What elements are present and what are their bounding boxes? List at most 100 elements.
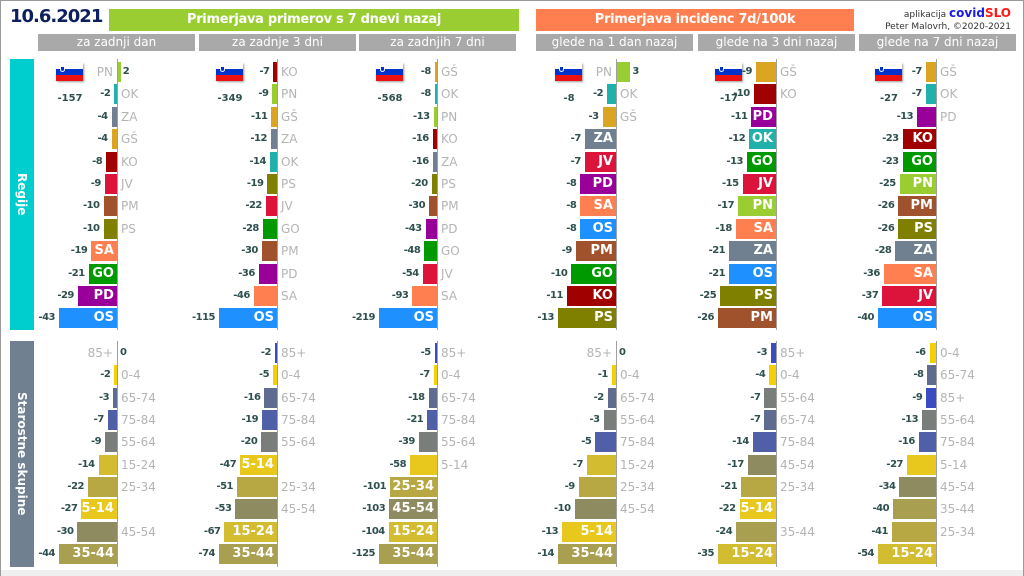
total-change-value: -27 — [879, 93, 899, 104]
bar-value: -20 — [411, 178, 428, 189]
bar-value: -15 — [721, 178, 739, 189]
bar-value: -93 — [391, 290, 409, 301]
region-bar: JV — [584, 151, 616, 172]
zero-axis — [277, 341, 278, 567]
bar-category-label: 35-44 — [940, 502, 975, 517]
bar-category-label: 35-44 — [780, 524, 815, 539]
region-bar — [424, 241, 437, 262]
region-bar: PN — [899, 174, 936, 194]
zero-axis — [936, 59, 937, 330]
bar-value: -12 — [728, 133, 746, 145]
region-bar: PM — [898, 196, 936, 217]
bar-value: -46 — [233, 290, 250, 301]
bar-category-label: PN — [96, 65, 113, 79]
bar-value: -22 — [245, 200, 262, 212]
bar-value: -1 — [597, 369, 609, 381]
age-bar: 35-44 — [558, 544, 616, 565]
bar-value: -10 — [550, 267, 568, 279]
bar-value: -3 — [98, 391, 110, 403]
bar-value: -7 — [750, 391, 761, 403]
age-bar — [113, 387, 117, 408]
age-bar — [427, 410, 437, 431]
bar-category-label: 0-4 — [441, 368, 461, 383]
bar-value: -53 — [214, 503, 232, 515]
bar-value: -8 — [566, 222, 577, 234]
bar-category-label: 25-34 — [121, 480, 156, 495]
bar-value: -26 — [877, 200, 895, 212]
bar-value: -13 — [412, 110, 430, 122]
cases-comparison-title: Primerjava primerov s 7 dnevi nazaj — [109, 9, 519, 31]
bar-category-label: 5-14 — [441, 457, 469, 472]
bar-value: -20 — [240, 436, 258, 448]
region-bar: PD — [77, 286, 117, 306]
age-bar: 25-34 — [390, 477, 437, 498]
bar-value: 2 — [122, 66, 130, 77]
region-bar — [432, 151, 437, 172]
zero-axis — [616, 341, 617, 567]
bar-category-label: 45-54 — [281, 502, 316, 517]
bar-value: -10 — [554, 503, 571, 515]
age-bar — [261, 432, 277, 453]
age-bar — [927, 365, 936, 386]
region-bar: OS — [59, 308, 117, 329]
bar-category-label: GŠ — [441, 65, 458, 79]
region-bar — [602, 106, 616, 127]
region-bar: ZA — [895, 241, 936, 262]
region-bar: OS — [729, 263, 776, 284]
bar-category-label: PD — [441, 221, 458, 236]
bar-category-label: 65-74 — [281, 390, 316, 405]
bar-value: -7 — [419, 369, 431, 381]
column-subheader: za zadnje 3 dni — [199, 34, 356, 51]
region-bar: SA — [580, 196, 616, 217]
bar-value: -7 — [570, 155, 582, 167]
bar-category-label: 45-54 — [121, 524, 156, 539]
age-bar — [433, 365, 437, 386]
age-bar — [771, 343, 776, 363]
column-subheader: glede na 3 dni nazaj — [698, 34, 855, 51]
region-bar — [412, 286, 437, 306]
bar-value: -13 — [726, 155, 743, 167]
bar-category-label: 0-4 — [281, 368, 301, 383]
bar-value: -28 — [874, 245, 892, 257]
age-bar: 5-14 — [739, 499, 776, 520]
bar-value: -5 — [258, 369, 270, 381]
column-subheader: glede na 7 dni nazaj — [859, 34, 1016, 51]
bar-category-label: 85+ — [87, 346, 113, 360]
bar-category-label: GO — [281, 221, 300, 236]
bar-category-label: 75-84 — [441, 413, 476, 428]
age-bar — [428, 387, 437, 408]
region-bar — [753, 84, 776, 105]
bar-value: -27 — [886, 458, 903, 470]
total-change-value: -8 — [563, 93, 575, 104]
bar-category-label: PS — [441, 177, 456, 191]
bar-value: -48 — [403, 245, 421, 257]
region-bar: ZA — [729, 241, 776, 262]
age-bar — [105, 432, 117, 453]
bar-value: -19 — [70, 245, 88, 257]
age-bar — [893, 499, 936, 520]
bar-value: -2 — [100, 88, 111, 100]
zero-axis — [437, 59, 438, 330]
bar-value: -8 — [92, 155, 103, 167]
section-label-regions: Regije — [10, 59, 34, 330]
bar-value: -16 — [412, 155, 429, 167]
region-bar: PN — [738, 196, 776, 217]
bar-value: -19 — [241, 414, 259, 426]
bar-value: -9 — [90, 178, 102, 189]
age-bar — [235, 499, 277, 520]
region-bar — [431, 174, 437, 194]
age-bar — [741, 477, 776, 498]
bar-category-label: 25-34 — [281, 480, 316, 495]
region-bar — [118, 62, 121, 82]
region-bar: OS — [580, 218, 616, 239]
bar-category-label: 55-64 — [940, 413, 975, 428]
bar-value: -26 — [877, 222, 895, 234]
bar-value: -29 — [57, 290, 74, 301]
bar-value: -12 — [250, 133, 267, 145]
age-bar — [918, 432, 936, 453]
bar-category-label: 75-84 — [281, 413, 316, 428]
bar-value: -13 — [901, 414, 919, 426]
bar-value: -40 — [872, 503, 890, 515]
bar-value: -2 — [260, 347, 272, 358]
zero-axis — [776, 341, 777, 567]
